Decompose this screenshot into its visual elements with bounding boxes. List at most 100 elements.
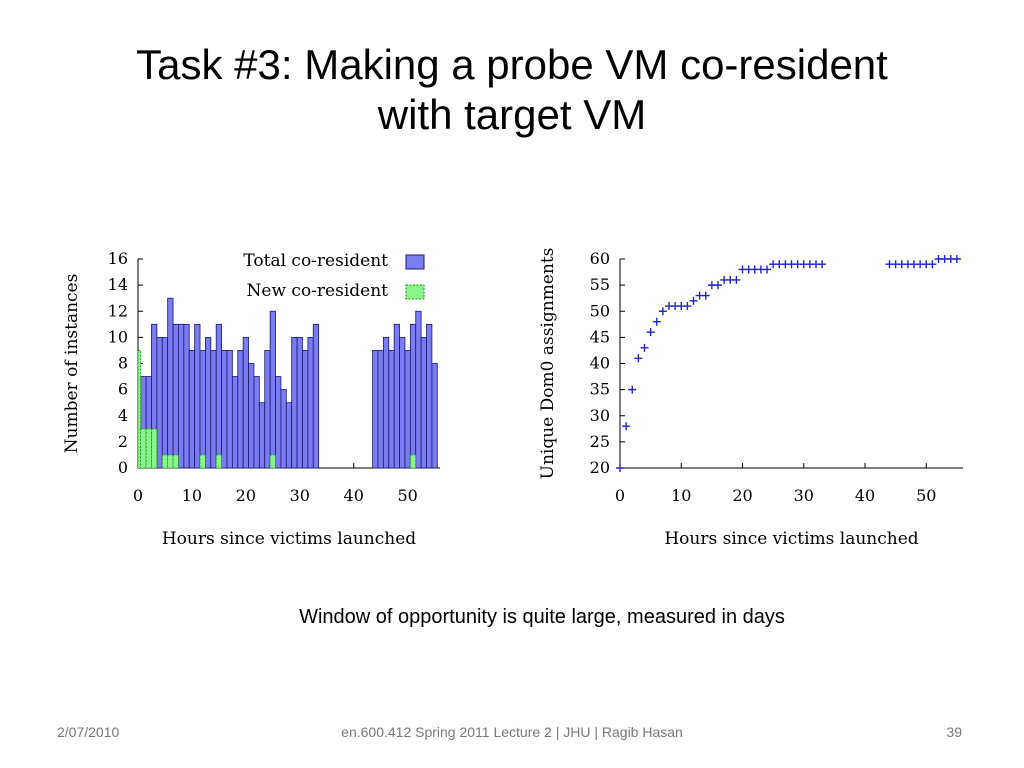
dom0-point-marker [689,296,698,305]
total-co-resident-bar [156,336,163,469]
y-tick-label: 20 [590,458,610,477]
x-tick-label: 0 [615,486,625,505]
total-co-resident-bar [420,336,427,469]
x-axis-label: Hours since victims launched [664,529,918,549]
new-co-resident-bar [269,454,276,469]
dom0-point-marker [646,328,655,337]
x-tick-label: 50 [916,486,936,505]
dom0-point-marker [652,317,661,326]
y-axis-label: Unique Dom0 assignments [538,248,558,480]
total-co-resident-bar [264,350,271,469]
total-co-resident-bar [221,350,228,469]
total-co-resident-bar [205,336,212,469]
new-co-resident-bar [137,350,142,469]
new-co-resident-bar [215,454,222,469]
y-tick-label: 40 [590,354,610,373]
y-tick-label: 2 [118,432,128,451]
y-tick-label: 12 [108,301,128,320]
new-co-resident-bar [140,428,147,469]
total-co-resident-bar [280,389,287,469]
total-co-resident-bar [167,297,174,469]
total-co-resident-bar [275,376,282,469]
y-tick-label: 4 [118,406,128,425]
x-tick-label: 40 [855,486,875,505]
legend-swatch-total [405,254,425,270]
y-axis-label: Number of instances [62,274,82,454]
y-tick-label: 25 [590,432,610,451]
total-co-resident-bar [237,350,244,469]
total-co-resident-bar [404,350,411,469]
total-co-resident-bar [291,336,298,469]
y-tick-label: 14 [108,275,128,294]
total-co-resident-bar [269,310,276,469]
y-tick-label: 60 [590,249,610,268]
total-co-resident-bar [302,350,309,469]
total-co-resident-bar [409,323,417,469]
y-tick-label: 0 [118,458,128,477]
total-co-resident-bar [242,336,249,469]
total-co-resident-bar [161,336,169,469]
dom0-point-marker [714,281,722,290]
legend-label-new: New co-resident [247,281,389,301]
total-co-resident-bar [226,350,233,469]
total-co-resident-bar [426,323,433,469]
total-co-resident-bar [296,336,303,469]
dom0-point-marker [634,354,643,363]
slide-title: Task #3: Making a probe VM co-resident w… [40,40,984,140]
dom0-point-marker [640,343,649,352]
dom0-point-marker [732,275,741,284]
total-co-resident-bar [231,376,239,469]
new-co-resident-bar [172,454,179,469]
dom0-point-marker [683,302,692,311]
total-co-resident-bar [388,350,395,469]
x-tick-label: 10 [671,486,691,505]
total-co-resident-bar [183,323,190,469]
new-co-resident-bar [199,454,206,469]
y-tick-label: 10 [108,327,128,346]
dom0-point-marker [628,385,637,394]
x-tick-label: 30 [794,486,814,505]
total-co-resident-bar [393,323,400,469]
y-tick-label: 35 [590,380,610,399]
y-tick-label: 55 [590,275,610,294]
dom0-point-marker [622,422,631,431]
footer-date: 2/07/2010 [57,724,120,740]
new-co-resident-bar [167,454,174,469]
x-tick-label: 40 [344,486,364,505]
slide-caption: Window of opportunity is quite large, me… [299,606,785,628]
dom0-point-marker [658,307,667,316]
x-tick-label: 20 [732,486,752,505]
x-tick-label: 0 [133,486,143,505]
dom0-point-marker [952,255,961,263]
y-tick-label: 6 [118,380,128,399]
total-co-resident-bar [377,350,384,469]
total-co-resident-bar [382,336,390,469]
new-co-resident-bar [161,454,169,469]
total-co-resident-bar [178,323,185,469]
y-tick-label: 50 [590,301,610,320]
new-co-resident-bar [151,428,158,469]
histogram-chart: 0 2 4 6 8 10 12 14 16 0 10 20 30 40 50 Hours since vict… [62,249,440,549]
total-co-resident-bar [248,363,255,469]
total-co-resident-bar [215,323,222,469]
x-tick-label: 50 [397,486,417,505]
legend-label-total: Total co-resident [243,251,388,271]
total-co-resident-bar [210,350,217,469]
total-co-resident-bar [431,363,438,469]
dom0-point-marker [763,265,771,274]
dom0-point-marker [616,464,624,472]
new-co-resident-bar [145,428,152,469]
x-axis-label: Hours since victims launched [162,529,416,549]
total-co-resident-bar [194,323,201,469]
total-co-resident-bar [285,402,293,469]
total-co-resident-bar [307,336,314,469]
x-tick-label: 20 [236,486,256,505]
total-co-resident-bar [199,350,206,469]
dom0-point-marker [701,291,710,300]
slide-title-line1: Task #3: Making a probe VM co-resident [136,41,888,88]
y-tick-label: 16 [108,249,128,268]
footer-page-number: 39 [946,724,962,740]
total-co-resident-bar [399,336,406,469]
total-co-resident-bar [312,323,320,469]
legend-swatch-new [405,284,425,300]
